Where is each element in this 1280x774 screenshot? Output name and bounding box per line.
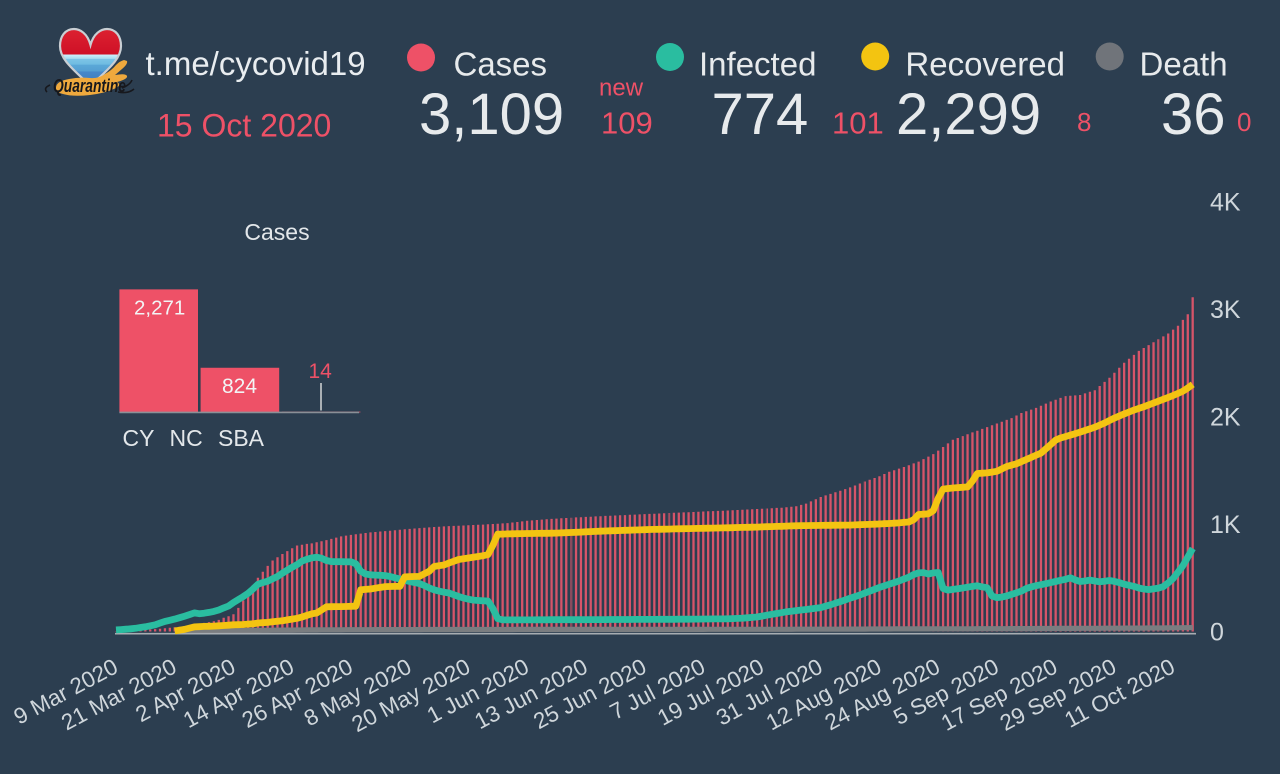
svg-text:Death: Death [1140, 46, 1228, 83]
svg-text:CY: CY [123, 425, 155, 451]
svg-text:0: 0 [1237, 107, 1251, 137]
svg-text:2K: 2K [1210, 404, 1241, 432]
svg-text:8: 8 [1077, 107, 1091, 137]
svg-text:Cases: Cases [244, 219, 309, 245]
svg-text:824: 824 [222, 375, 257, 398]
svg-text:3K: 3K [1210, 296, 1241, 324]
svg-text:NC: NC [170, 425, 203, 451]
svg-text:4K: 4K [1210, 189, 1241, 217]
svg-text:109: 109 [601, 106, 653, 141]
svg-text:Recovered: Recovered [905, 46, 1065, 83]
svg-text:774: 774 [712, 82, 809, 147]
svg-text:0: 0 [1210, 619, 1224, 647]
svg-text:36: 36 [1161, 82, 1226, 147]
svg-text:2,271: 2,271 [134, 297, 185, 320]
svg-text:Infected: Infected [699, 46, 816, 83]
svg-text:t.me/cycovid19: t.me/cycovid19 [146, 45, 366, 82]
svg-text:new: new [599, 75, 644, 102]
svg-text:Cases: Cases [454, 46, 548, 83]
svg-text:101: 101 [832, 106, 884, 141]
svg-text:SBA: SBA [218, 425, 265, 451]
svg-text:Quarantine: Quarantine [53, 76, 126, 96]
svg-text:14: 14 [309, 360, 333, 383]
svg-text:2,299: 2,299 [896, 82, 1041, 147]
svg-text:15 Oct 2020: 15 Oct 2020 [157, 108, 331, 144]
svg-text:3,109: 3,109 [419, 82, 564, 147]
svg-text:1K: 1K [1210, 511, 1241, 539]
